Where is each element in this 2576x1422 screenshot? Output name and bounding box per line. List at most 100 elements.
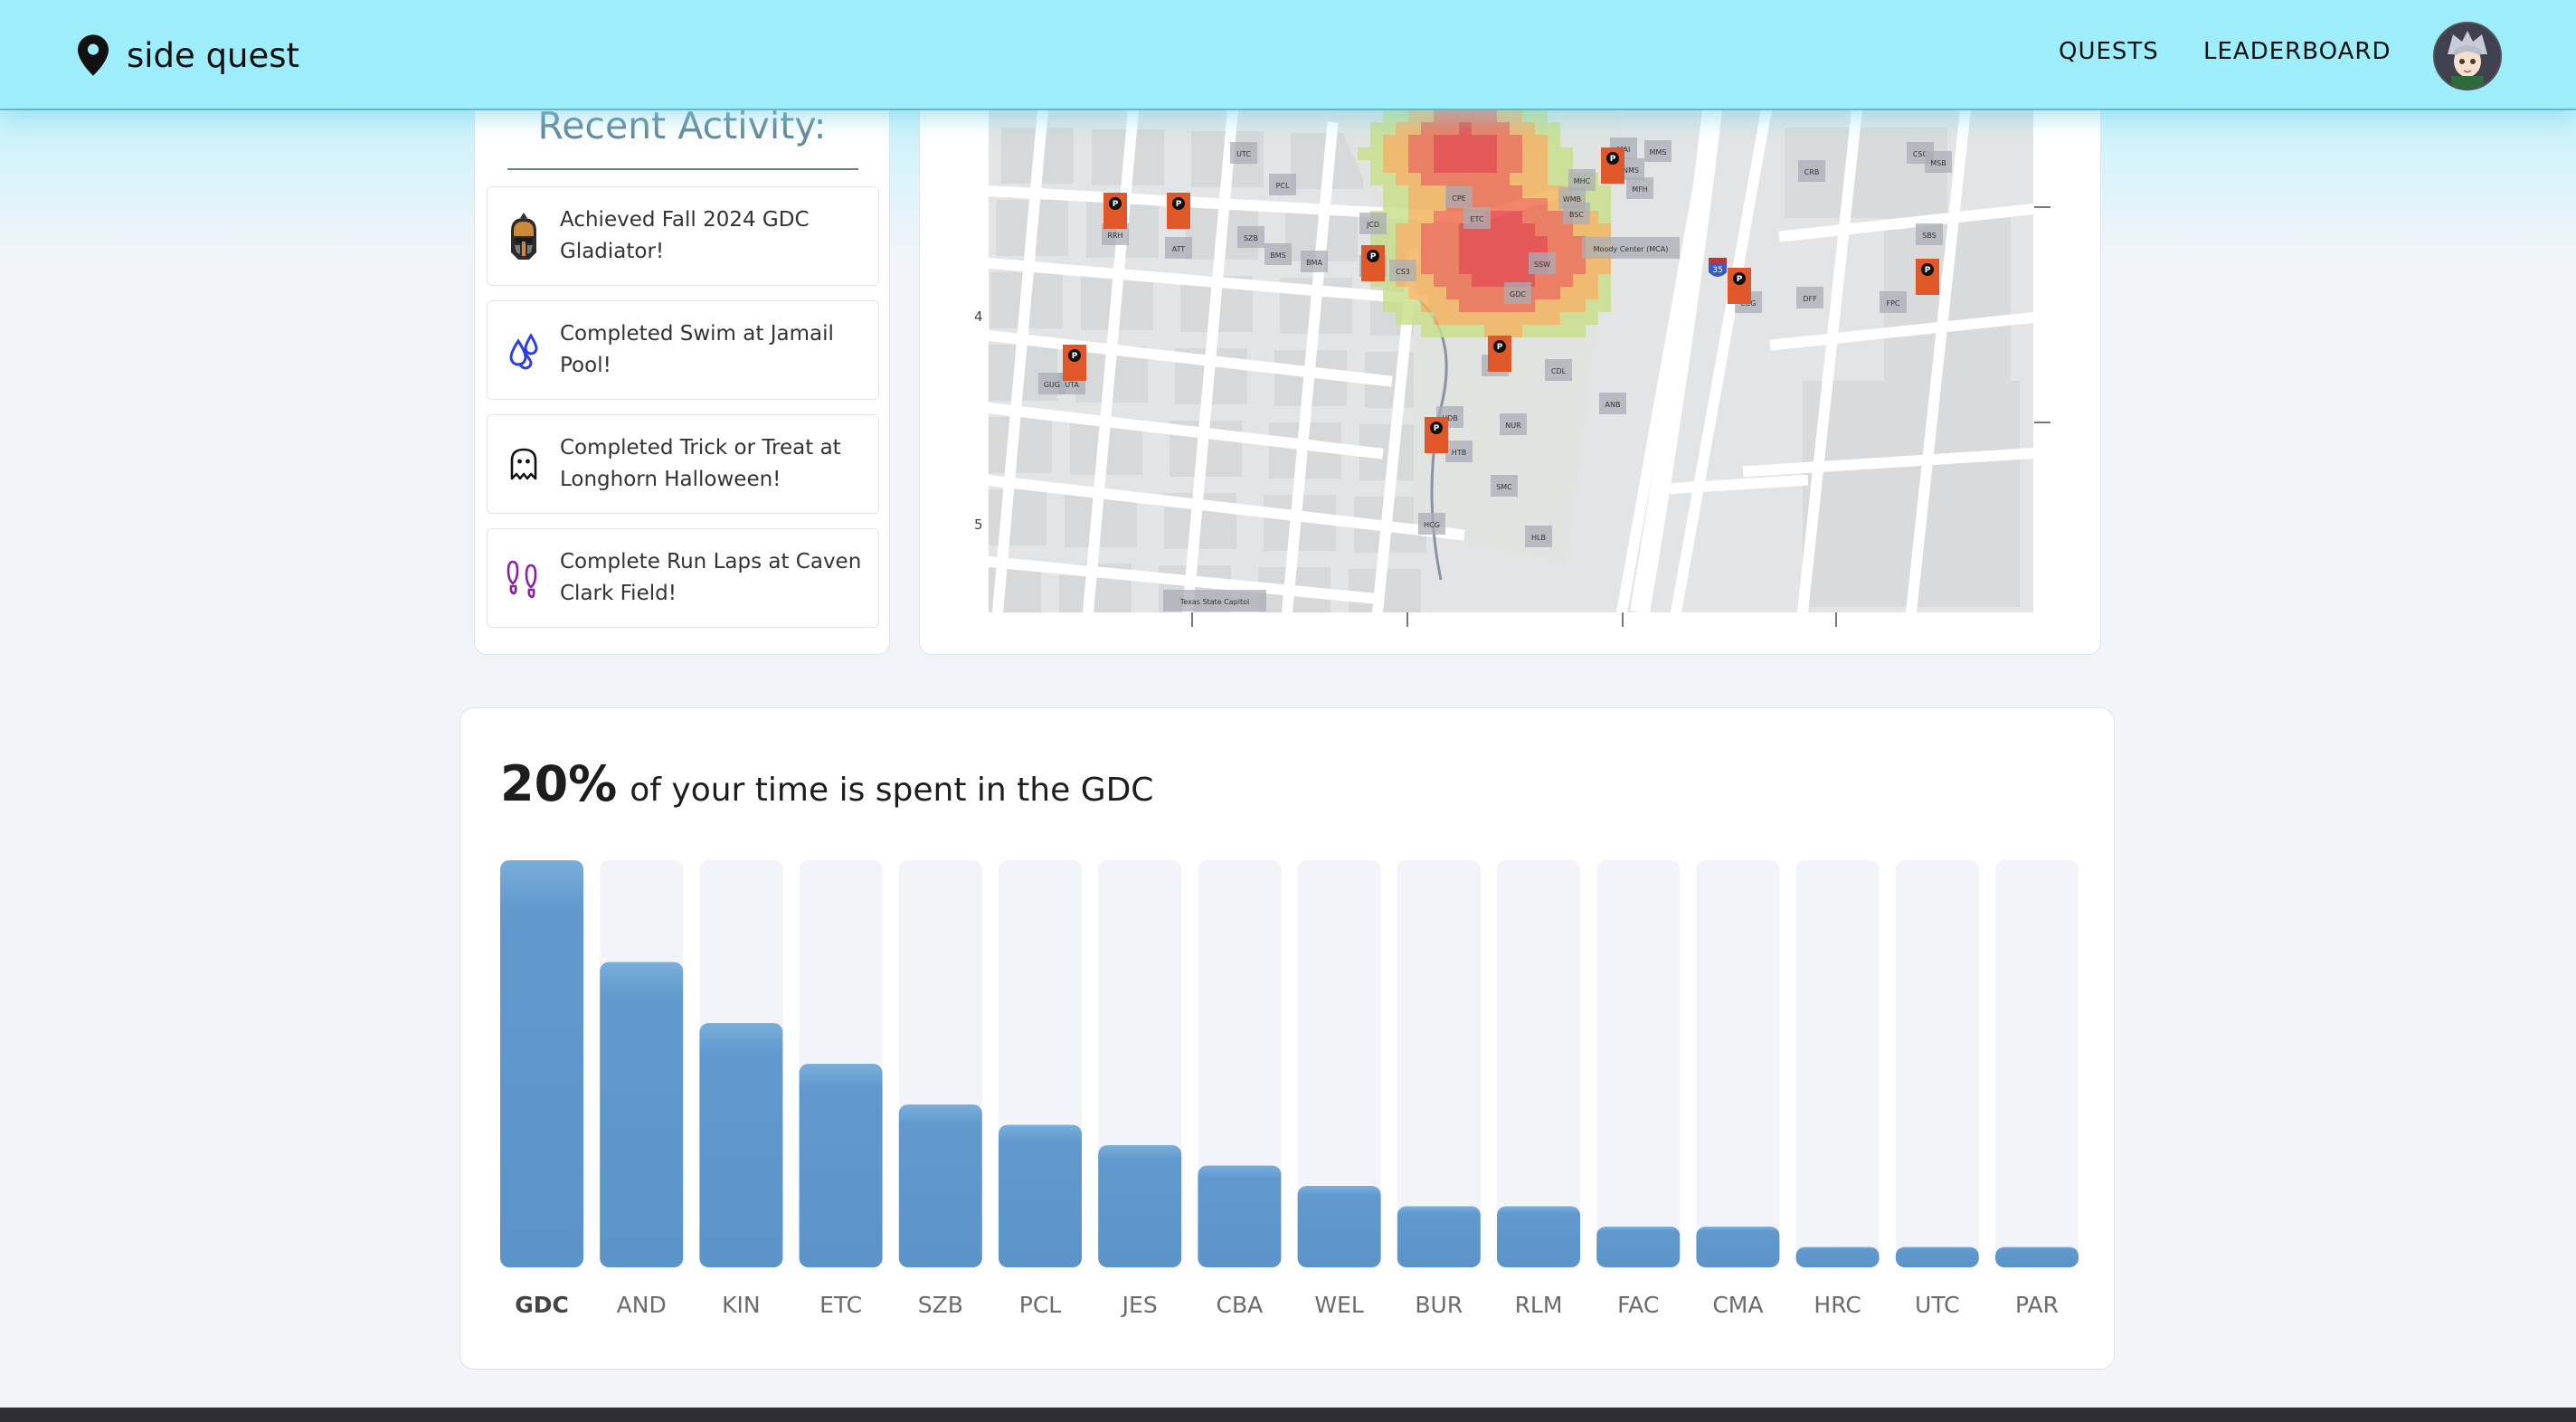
- campus-heatmap[interactable]: UTCPCLJCDSZBATTRRHBMSBMABRGCS3SSWBSCWMBM…: [989, 109, 2033, 612]
- building-label: WMB: [1563, 195, 1581, 204]
- heat-cell: [1535, 109, 1548, 122]
- heat-cell: [1459, 147, 1472, 160]
- building: [1500, 413, 1527, 435]
- heat-cell: [1421, 122, 1434, 135]
- heat-cell: [1434, 198, 1446, 211]
- heat-cell: [1560, 261, 1573, 274]
- building-label: NMS: [1623, 166, 1639, 175]
- heat-cell: [1497, 109, 1510, 122]
- heat-cell: [1370, 122, 1383, 135]
- heat-cell: [1560, 312, 1573, 325]
- heat-cell: [1522, 185, 1535, 198]
- heat-cell: [1484, 261, 1497, 274]
- heat-cell: [1472, 299, 1484, 312]
- heat-cell: [1586, 287, 1598, 299]
- nav-quests-link[interactable]: QUESTS: [2059, 38, 2159, 65]
- bar-and[interactable]: [600, 962, 684, 1268]
- heat-cell: [1472, 122, 1484, 135]
- brand[interactable]: side quest: [78, 29, 299, 81]
- heat-cell: [1446, 147, 1459, 160]
- heat-cell: [1535, 312, 1548, 325]
- heat-cell: [1408, 236, 1421, 249]
- parking-garage-icon: P: [1063, 345, 1086, 381]
- bar-hrc[interactable]: [1795, 1247, 1880, 1268]
- heat-cell: [1459, 325, 1472, 337]
- building-label: Moody Center (MCA): [1594, 245, 1669, 253]
- heat-cell: [1446, 299, 1459, 312]
- nav-leaderboard-link[interactable]: LEADERBOARD: [2203, 38, 2391, 65]
- building: [1418, 513, 1445, 535]
- heat-cell: [1396, 198, 1408, 211]
- bar-wel[interactable]: [1297, 1186, 1381, 1267]
- heat-cell: [1383, 198, 1396, 211]
- bar-szb[interactable]: [898, 1104, 982, 1267]
- heat-cell: [1484, 109, 1497, 122]
- bar-cba[interactable]: [1198, 1165, 1282, 1268]
- bar-par[interactable]: [1995, 1247, 2079, 1268]
- heat-cell: [1421, 249, 1434, 261]
- building-label: CPE: [1452, 194, 1465, 203]
- heat-cell: [1421, 287, 1434, 299]
- building-label: CSC: [1913, 150, 1928, 158]
- bar-pcl[interactable]: [999, 1124, 1082, 1268]
- heat-cell: [1370, 147, 1383, 160]
- heat-cell: [1421, 135, 1434, 147]
- bar-track-cma: [1696, 860, 1780, 1267]
- heat-cell: [1396, 249, 1408, 261]
- building-label: CDL: [1551, 367, 1567, 375]
- heat-cell: [1484, 299, 1497, 312]
- heat-cell: [1459, 135, 1472, 147]
- building-label: PCL: [1276, 182, 1290, 190]
- heat-cell: [1535, 211, 1548, 223]
- x-tick-label: BUR: [1415, 1292, 1463, 1318]
- heat-cell: [1522, 147, 1535, 160]
- bar-gdc[interactable]: [500, 860, 583, 1267]
- heat-cell: [1497, 249, 1510, 261]
- heat-cell: [1510, 236, 1522, 249]
- heat-cell: [1548, 122, 1560, 135]
- heat-cell: [1421, 173, 1434, 185]
- heat-cell: [1446, 135, 1459, 147]
- bar-jes[interactable]: [1098, 1145, 1182, 1267]
- heat-cell: [1472, 147, 1484, 160]
- heat-cell: [1484, 160, 1497, 173]
- activity-item[interactable]: Achieved Fall 2024 GDC Gladiator!: [487, 186, 879, 286]
- bar-etc[interactable]: [799, 1064, 883, 1267]
- building-label: CRB: [1804, 168, 1820, 176]
- building: [1269, 174, 1296, 195]
- bar-cma[interactable]: [1696, 1227, 1780, 1267]
- x-tick-label: PCL: [1019, 1292, 1062, 1318]
- bar-rlm[interactable]: [1497, 1206, 1580, 1268]
- heat-cell: [1446, 236, 1459, 249]
- building-label: SZB: [1244, 234, 1258, 242]
- building-label: ANB: [1605, 401, 1621, 409]
- svg-text:P: P: [1113, 200, 1119, 209]
- heat-cell: [1396, 211, 1408, 223]
- heat-cell: [1421, 312, 1434, 325]
- heat-cell: [1408, 312, 1421, 325]
- heat-cell: [1383, 173, 1396, 185]
- heat-cell: [1408, 287, 1421, 299]
- activity-item[interactable]: Completed Trick or Treat at Longhorn Hal…: [487, 414, 879, 514]
- activity-item[interactable]: Complete Run Laps at Caven Clark Field!: [487, 528, 879, 628]
- heat-cell: [1408, 122, 1421, 135]
- map-axis-tick: [1835, 612, 1837, 627]
- x-tick-label: FAC: [1617, 1292, 1659, 1318]
- user-avatar[interactable]: [2433, 22, 2502, 90]
- building-label: UTA: [1065, 381, 1079, 389]
- map-y-tick-label: 5: [974, 517, 983, 533]
- heat-cell: [1396, 135, 1408, 147]
- heat-cell: [1383, 236, 1396, 249]
- time-distribution-card: 20% of your time is spent in the GDC GDC…: [459, 707, 2115, 1370]
- building-label: UTC: [1236, 150, 1251, 158]
- heat-cell: [1560, 287, 1573, 299]
- heat-cell: [1522, 122, 1535, 135]
- bar-utc[interactable]: [1895, 1247, 1979, 1268]
- heat-cell: [1535, 173, 1548, 185]
- bar-bur[interactable]: [1397, 1206, 1481, 1268]
- building-label: GUG: [1044, 381, 1060, 389]
- bar-fac[interactable]: [1596, 1227, 1681, 1267]
- activity-item[interactable]: Completed Swim at Jamail Pool!: [487, 300, 879, 400]
- bar-kin[interactable]: [699, 1023, 783, 1267]
- building: [1165, 237, 1192, 259]
